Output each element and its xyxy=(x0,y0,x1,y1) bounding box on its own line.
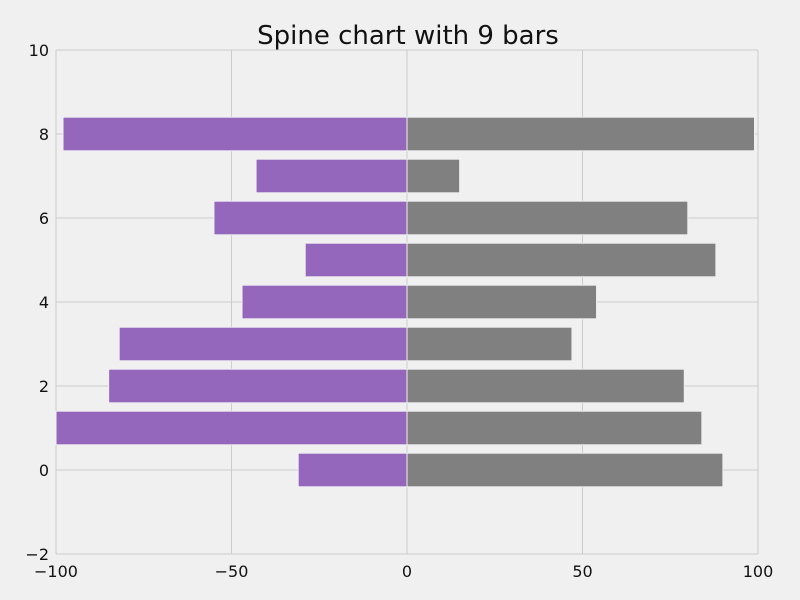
bar-series-1-cat-7 xyxy=(406,158,461,194)
bar-series-0-cat-0 xyxy=(297,452,408,488)
y-tick-label-6: 10 xyxy=(29,41,49,60)
bar-series-1-cat-3 xyxy=(406,326,573,362)
bar-series-0-cat-5 xyxy=(304,242,408,278)
bar-series-1-cat-8 xyxy=(406,116,755,152)
x-tick-label-1: −50 xyxy=(215,562,249,581)
bar-series-1-cat-6 xyxy=(406,200,689,236)
y-tick-labels: −2 0 2 4 6 8 10 xyxy=(25,41,49,564)
bars xyxy=(55,116,755,488)
y-tick-label-4: 6 xyxy=(39,209,49,228)
bar-series-1-cat-1 xyxy=(406,410,703,446)
bar-series-1-cat-4 xyxy=(406,284,598,320)
bar-series-0-cat-8 xyxy=(62,116,408,152)
x-tick-label-3: 50 xyxy=(572,562,592,581)
bar-series-0-cat-4 xyxy=(241,284,408,320)
y-tick-label-5: 8 xyxy=(39,125,49,144)
bar-series-1-cat-5 xyxy=(406,242,717,278)
bar-series-0-cat-2 xyxy=(108,368,408,404)
bar-series-0-cat-7 xyxy=(255,158,408,194)
bar-series-1-cat-2 xyxy=(406,368,685,404)
bar-series-0-cat-6 xyxy=(213,200,408,236)
y-tick-label-0: −2 xyxy=(25,545,49,564)
x-tick-label-2: 0 xyxy=(402,562,412,581)
x-tick-labels: −100 −50 0 50 100 xyxy=(34,562,773,581)
bar-series-0-cat-1 xyxy=(55,410,408,446)
x-tick-label-4: 100 xyxy=(743,562,774,581)
y-tick-label-1: 0 xyxy=(39,461,49,480)
chart-title: Spine chart with 9 bars xyxy=(257,21,559,51)
y-tick-label-2: 2 xyxy=(39,377,49,396)
bar-series-0-cat-3 xyxy=(118,326,408,362)
y-tick-label-3: 4 xyxy=(39,293,49,312)
x-tick-label-0: −100 xyxy=(34,562,78,581)
bar-series-1-cat-0 xyxy=(406,452,724,488)
